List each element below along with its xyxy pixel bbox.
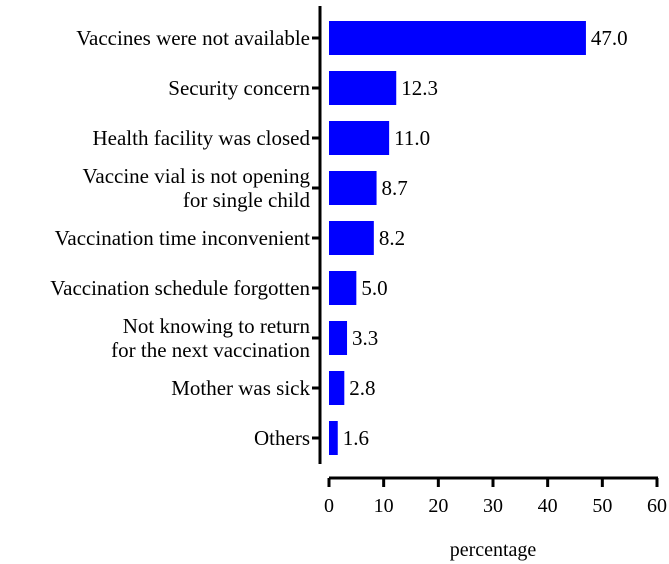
category-label: Mother was sick [171,376,310,400]
x-tick-label: 0 [324,495,334,517]
bar [329,71,397,105]
category-label: Vaccination schedule forgotten [50,276,310,300]
category-label: for single child [183,188,311,212]
value-label: 5.0 [361,276,387,300]
bar [329,371,345,405]
value-label: 8.2 [379,226,405,250]
bar [329,171,377,205]
bar [329,421,338,455]
category-label: for the next vaccination [111,338,310,362]
value-label: 1.6 [343,426,369,450]
bar [329,221,374,255]
x-tick-label: 40 [538,495,558,517]
value-label: 12.3 [401,76,438,100]
value-label: 11.0 [394,126,430,150]
value-label: 47.0 [591,26,628,50]
category-label: Security concern [168,76,310,100]
category-labels-group: Vaccines were not available Security conc… [50,26,310,450]
x-tick-label: 60 [647,495,667,517]
category-label: Vaccine vial is not opening [83,164,311,188]
value-label: 3.3 [352,326,378,350]
bars-group [329,21,586,455]
x-tick-label: 10 [374,495,394,517]
bar [329,321,348,355]
category-label: Vaccination time inconvenient [55,226,311,250]
bar [329,21,586,55]
x-tick-label: 20 [428,495,448,517]
category-label: Health facility was closed [92,126,310,150]
y-axis [312,6,322,464]
bar [329,271,357,305]
x-axis: 0 10 20 30 40 50 60 [324,476,667,517]
value-labels-group: 47.0 12.3 11.0 8.7 8.2 5.0 3.3 2.8 1.6 [343,26,628,450]
category-label: Vaccines were not available [76,26,310,50]
category-label: Others [254,426,310,450]
category-label: Not knowing to return [123,314,311,338]
x-tick-label: 50 [592,495,612,517]
x-tick-label: 30 [483,495,503,517]
x-axis-title: percentage [450,539,537,561]
bar [329,121,390,155]
value-label: 2.8 [349,376,375,400]
value-label: 8.7 [382,176,408,200]
